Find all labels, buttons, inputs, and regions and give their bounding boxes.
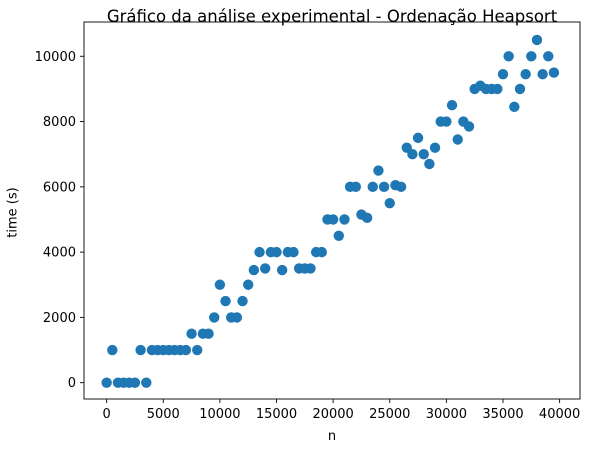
x-tick-label: 0 <box>103 407 111 422</box>
data-point <box>259 263 271 274</box>
data-point <box>141 377 152 388</box>
data-point <box>497 69 509 80</box>
data-point <box>243 279 254 290</box>
data-point <box>186 328 197 339</box>
data-point <box>384 197 395 209</box>
data-point <box>214 279 226 290</box>
data-points <box>101 34 560 388</box>
data-point <box>237 295 248 307</box>
data-point <box>367 181 378 193</box>
data-point <box>288 246 299 258</box>
data-point <box>429 142 441 153</box>
data-point <box>503 51 514 62</box>
data-point <box>361 212 373 224</box>
data-point <box>203 328 214 339</box>
x-tick-label: 10000 <box>199 407 240 422</box>
data-point <box>129 377 141 388</box>
data-point <box>305 263 316 274</box>
data-point <box>514 83 526 95</box>
chart-title: Gráfico da análise experimental - Ordena… <box>106 7 558 26</box>
data-point <box>350 181 361 193</box>
y-tick-label: 4000 <box>43 246 76 261</box>
data-point <box>548 67 560 78</box>
data-point <box>248 264 260 276</box>
x-tick-label: 40000 <box>539 407 580 422</box>
x-tick-label: 5000 <box>147 407 180 422</box>
y-axis-ticks: 0 2000 4000 6000 8000 10000 <box>35 50 84 391</box>
data-point <box>316 246 328 258</box>
data-point <box>220 295 231 307</box>
data-point <box>271 246 282 258</box>
data-point <box>373 165 384 176</box>
x-axis-ticks: 0 5000 10000 15000 20000 25000 30000 35000 40000 <box>103 399 580 422</box>
data-point <box>135 344 146 356</box>
data-point <box>463 121 475 132</box>
data-point <box>209 312 220 323</box>
data-point <box>333 230 344 241</box>
data-point <box>424 158 435 170</box>
data-point <box>180 344 192 356</box>
data-point <box>107 344 118 356</box>
data-point <box>276 264 288 276</box>
data-point <box>395 181 407 193</box>
data-point <box>531 34 543 46</box>
x-tick-label: 30000 <box>426 407 467 422</box>
x-tick-label: 25000 <box>369 407 410 422</box>
data-point <box>378 181 390 193</box>
data-point <box>543 51 554 62</box>
data-point <box>254 246 265 258</box>
y-tick-label: 8000 <box>43 115 76 130</box>
data-point <box>452 134 463 145</box>
x-tick-label: 35000 <box>482 407 523 422</box>
data-point <box>492 83 503 95</box>
data-point <box>192 344 203 356</box>
data-point <box>407 148 418 160</box>
data-point <box>537 69 548 80</box>
data-point <box>412 132 424 144</box>
y-tick-label: 2000 <box>43 311 76 326</box>
x-tick-label: 15000 <box>256 407 297 422</box>
x-tick-label: 20000 <box>312 407 353 422</box>
data-point <box>101 377 112 388</box>
y-tick-label: 0 <box>68 376 76 391</box>
data-point <box>520 69 531 80</box>
data-point <box>526 51 537 62</box>
data-point <box>231 312 243 323</box>
data-point <box>441 116 452 127</box>
data-point <box>509 101 520 113</box>
x-axis-label: n <box>327 429 337 444</box>
data-point <box>418 148 429 160</box>
data-point <box>446 100 458 111</box>
data-point <box>327 214 339 225</box>
data-point <box>339 214 350 225</box>
y-tick-label: 10000 <box>35 50 76 65</box>
y-tick-label: 6000 <box>43 180 76 195</box>
axes-frame <box>83 21 581 400</box>
y-axis-label: time (s) <box>5 187 21 238</box>
